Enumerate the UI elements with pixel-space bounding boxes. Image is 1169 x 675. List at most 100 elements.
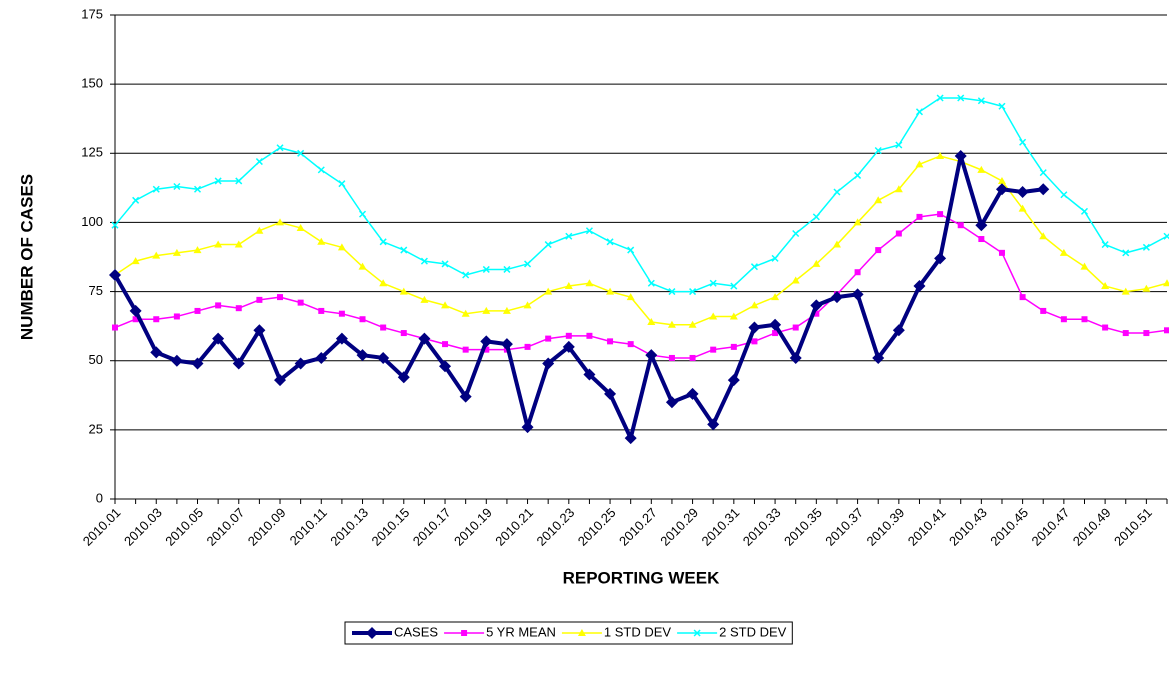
marker — [109, 268, 121, 281]
marker — [173, 313, 180, 320]
marker — [688, 320, 697, 328]
marker — [462, 271, 470, 279]
x-tick-label: 2010.43 — [946, 505, 990, 549]
y-tick-label: 50 — [89, 352, 103, 367]
y-tick-label: 100 — [81, 214, 103, 229]
marker — [1101, 241, 1109, 249]
marker — [337, 243, 346, 251]
marker — [277, 294, 284, 301]
marker — [934, 252, 947, 265]
marker — [253, 324, 266, 337]
marker — [420, 257, 428, 265]
marker — [152, 251, 161, 259]
marker — [915, 160, 924, 168]
marker — [1142, 243, 1150, 251]
marker — [276, 218, 285, 226]
x-tick-label: 2010.39 — [864, 505, 908, 549]
marker — [524, 343, 531, 350]
marker — [1019, 138, 1027, 146]
marker — [810, 299, 823, 312]
marker — [751, 338, 758, 345]
marker — [215, 302, 222, 309]
x-tick-label: 2010.27 — [616, 505, 660, 549]
marker — [111, 221, 119, 229]
marker — [1059, 248, 1068, 256]
marker — [1143, 330, 1150, 337]
marker — [978, 236, 985, 243]
marker — [565, 232, 573, 240]
marker — [461, 309, 470, 317]
marker — [997, 176, 1006, 184]
x-tick-label: 2010.15 — [368, 505, 412, 549]
marker — [771, 254, 779, 262]
marker — [957, 222, 964, 229]
marker — [379, 238, 387, 246]
marker — [296, 223, 305, 231]
series-line — [114, 97, 1168, 293]
marker — [112, 324, 118, 331]
marker — [872, 351, 885, 364]
marker — [214, 177, 222, 185]
marker — [1016, 186, 1029, 199]
marker — [727, 374, 740, 387]
marker — [1164, 327, 1169, 334]
x-tick-label: 2010.13 — [327, 505, 371, 549]
marker — [954, 150, 967, 163]
legend-label: CASES — [394, 624, 438, 639]
y-tick-label: 175 — [81, 6, 103, 21]
marker — [503, 265, 511, 273]
marker — [276, 144, 284, 152]
marker — [338, 310, 345, 317]
x-tick-label: 2010.51 — [1111, 505, 1155, 549]
legend: CASES 5 YR MEAN 1 STD DEV 2 STD DEV — [344, 621, 793, 645]
marker — [317, 237, 326, 245]
marker — [255, 158, 263, 166]
marker — [315, 351, 328, 364]
marker — [895, 141, 903, 149]
marker — [937, 211, 944, 218]
y-tick-label: 75 — [89, 283, 103, 298]
marker — [274, 374, 287, 387]
marker — [400, 246, 408, 254]
marker — [707, 418, 720, 431]
marker — [894, 185, 903, 193]
marker — [562, 340, 575, 353]
marker — [544, 241, 552, 249]
marker — [606, 238, 614, 246]
marker — [789, 351, 802, 364]
x-tick-label: 2010.25 — [575, 505, 619, 549]
marker — [459, 390, 472, 403]
marker — [1163, 232, 1169, 240]
marker — [564, 282, 573, 290]
marker — [172, 248, 181, 256]
marker — [462, 346, 469, 353]
marker — [420, 295, 429, 303]
x-tick-label: 2010.33 — [740, 505, 784, 549]
marker — [132, 316, 139, 323]
x-tick-label: 2010.31 — [699, 505, 743, 549]
x-tick-label: 2010.11 — [287, 505, 330, 548]
marker — [234, 240, 243, 248]
marker — [441, 260, 449, 268]
marker — [769, 318, 782, 331]
marker — [998, 102, 1006, 110]
marker — [193, 246, 202, 254]
marker — [995, 183, 1008, 196]
marker — [232, 357, 245, 370]
marker — [604, 387, 617, 400]
marker — [379, 279, 388, 287]
marker — [480, 335, 493, 348]
marker — [521, 421, 534, 434]
marker — [709, 312, 718, 320]
marker — [1080, 262, 1089, 270]
x-tick-label: 2010.07 — [203, 505, 247, 549]
marker — [874, 196, 883, 204]
marker — [832, 240, 841, 248]
marker — [854, 171, 862, 179]
series-line — [113, 154, 1044, 441]
marker — [380, 324, 387, 331]
marker — [647, 317, 656, 325]
marker — [668, 288, 676, 296]
marker — [317, 166, 325, 174]
